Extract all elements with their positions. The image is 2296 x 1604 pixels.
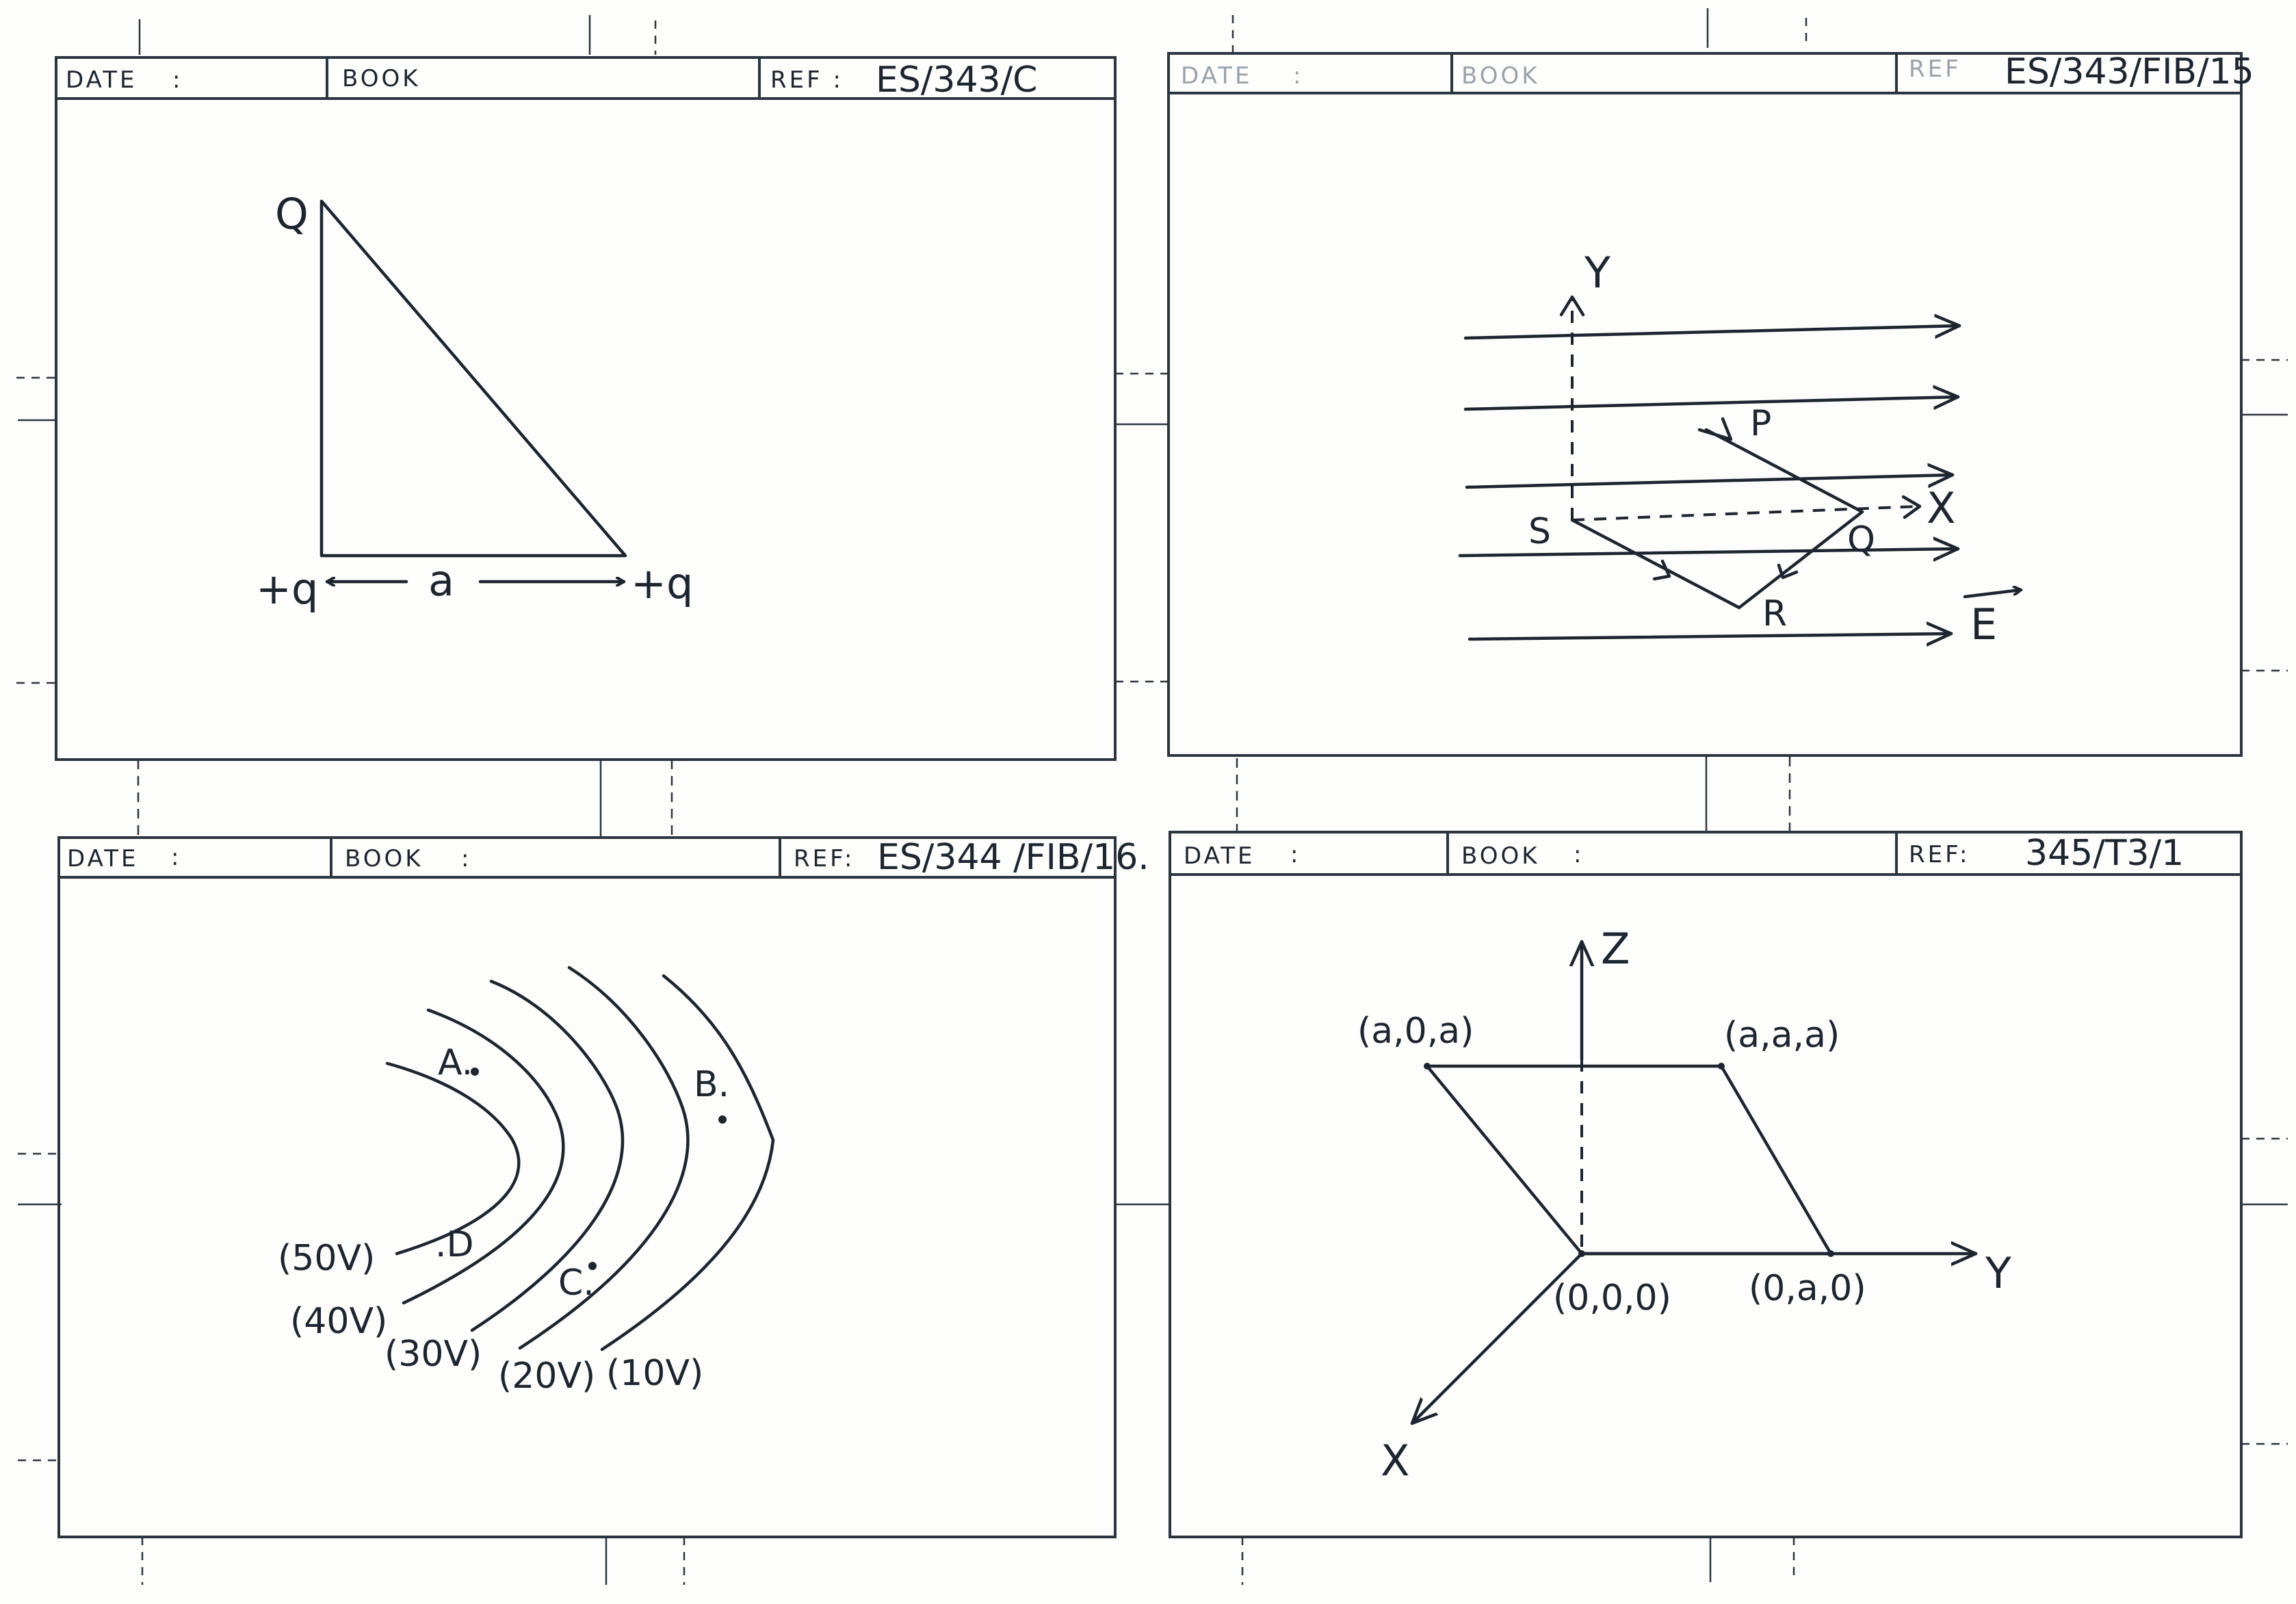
loop-path-pqrs [1570, 428, 1864, 610]
point-aaa-label: (a,a,a) [1724, 1015, 1840, 1056]
ref-label: REF [1909, 55, 1961, 83]
panel-3d-plane: DATE : BOOK : REF: 345/T3/1 Z Y X (a,0,a… [1169, 831, 2243, 1538]
date-label: DATE [1184, 842, 1255, 870]
date-label: DATE [1181, 62, 1252, 90]
date-colon: : [172, 66, 183, 94]
ref-value: ES/343/C [876, 60, 1037, 101]
point-d-label: .D [435, 1224, 474, 1265]
y-axis-label: Y [1985, 1248, 2011, 1298]
field-e-label: E [1970, 599, 1997, 649]
right-charge-label: +q [631, 558, 693, 608]
date-colon: : [171, 844, 181, 871]
label-10v: (10V) [606, 1353, 703, 1394]
origin-label: (0,0,0) [1553, 1278, 1671, 1319]
equipotential-curves [385, 966, 775, 1351]
vertex-q-label: Q [275, 189, 309, 239]
book-colon: : [1574, 841, 1584, 868]
label-30v: (30V) [384, 1334, 482, 1375]
vertex-dot [1578, 1250, 1585, 1257]
point-s-label: S [1528, 511, 1551, 552]
ref-label: REF: [1909, 841, 1970, 868]
panel-equipotentials: DATE : BOOK : REF: ES/344 /FIB/16. A. B.… [57, 836, 1149, 1538]
z-axis-label: Z [1601, 924, 1630, 974]
date-colon: : [1293, 62, 1303, 90]
x-axis [1410, 1252, 1584, 1425]
panel-frame [1169, 831, 2243, 1538]
vertex-dot [1424, 1063, 1431, 1070]
ref-value: ES/344 /FIB/16. [877, 837, 1149, 878]
point-r-label: R [1762, 593, 1787, 634]
point-q-label: Q [1847, 519, 1875, 560]
book-label: BOOK [1461, 842, 1540, 870]
point-a0a-label: (a,0,a) [1357, 1011, 1474, 1052]
loop-arrow-p [1697, 417, 1733, 441]
inclined-plane [1425, 1064, 1833, 1256]
point-c-label: C. [558, 1263, 595, 1304]
panel-field-loop: DATE : BOOK REF ES/343/FIB/15 Y X P Q R … [1167, 51, 2254, 757]
ref-value: ES/343/FIB/15 [2005, 51, 2254, 92]
panel-frame [1167, 52, 2243, 757]
ref-label: REF: [794, 845, 855, 872]
book-colon: : [461, 845, 471, 872]
point-p-label: P [1750, 403, 1771, 444]
field-lines [1458, 326, 1961, 639]
y-axis-label: Y [1584, 248, 1610, 298]
vertex-dot [1718, 1063, 1725, 1070]
panel-triangle: DATE : BOOK REF : ES/343/C Q +q +q a [55, 56, 1117, 761]
panel-frame [57, 836, 1117, 1538]
book-label: BOOK [342, 65, 421, 92]
date-colon: : [1290, 841, 1301, 868]
right-triangle [319, 199, 627, 558]
x-axis-dashed [1571, 505, 1919, 521]
ref-label: REF : [770, 66, 844, 94]
x-axis-arrowhead [1901, 495, 1922, 519]
label-40v: (40V) [290, 1301, 387, 1342]
date-label: DATE [67, 845, 138, 872]
label-50v: (50V) [278, 1238, 375, 1279]
x-axis-label: X [1927, 483, 1955, 533]
book-label: BOOK [1461, 62, 1540, 90]
book-label: BOOK [345, 845, 423, 872]
y-axis-arrowhead [1559, 295, 1585, 317]
x-axis-label: X [1381, 1436, 1409, 1486]
point-c-dot [588, 1262, 597, 1270]
left-charge-label: +q [256, 564, 318, 614]
point-a-dot [471, 1068, 479, 1076]
point-b-dot [718, 1115, 727, 1124]
ref-value: 345/T3/1 [2025, 833, 2184, 874]
panel-frame [55, 56, 1117, 761]
point-0a0-label: (0,a,0) [1749, 1268, 1866, 1309]
point-b-label: B. [694, 1064, 729, 1105]
loop-arrow-qr [1777, 563, 1799, 580]
crop-marks [16, 8, 2288, 1585]
vertex-dot [1827, 1250, 1834, 1257]
point-a-label: A. [438, 1042, 473, 1083]
separation-label: a [428, 556, 454, 606]
loop-arrow-rs [1652, 559, 1671, 581]
date-label: DATE [66, 66, 137, 94]
field-vector-arrow [1963, 590, 2023, 599]
label-20v: (20V) [498, 1356, 595, 1397]
